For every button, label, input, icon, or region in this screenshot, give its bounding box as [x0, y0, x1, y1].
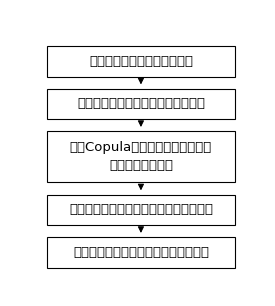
FancyBboxPatch shape [47, 46, 235, 76]
Text: 确定水位和流量的边缘概率分布函数: 确定水位和流量的边缘概率分布函数 [77, 97, 205, 110]
Text: 利用Copula函数构建水位和流量的
联合概率分布函数: 利用Copula函数构建水位和流量的 联合概率分布函数 [70, 141, 212, 172]
FancyBboxPatch shape [47, 195, 235, 225]
Text: 收集断面水位和流量数据资料: 收集断面水位和流量数据资料 [89, 55, 193, 68]
Text: 求解给定水位时流量的条件概率分布函数: 求解给定水位时流量的条件概率分布函数 [69, 203, 213, 216]
FancyBboxPatch shape [47, 237, 235, 268]
FancyBboxPatch shape [47, 89, 235, 119]
FancyBboxPatch shape [47, 131, 235, 182]
Text: 推求水位流量关系曲线及不确定性分析: 推求水位流量关系曲线及不确定性分析 [73, 246, 209, 259]
